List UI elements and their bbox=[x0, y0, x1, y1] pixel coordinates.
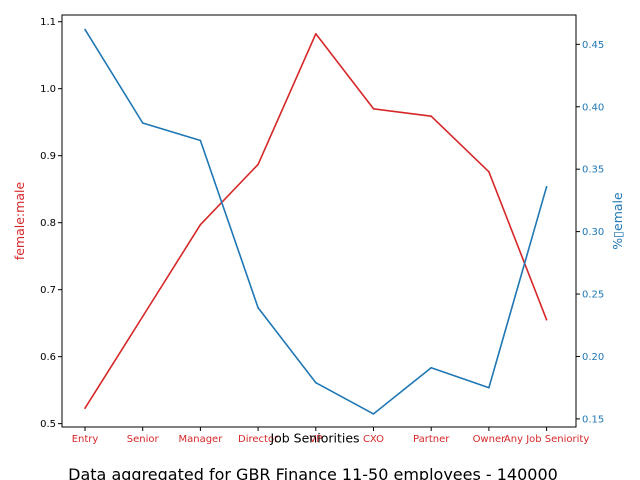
right-y-tick-label: 0.15 bbox=[582, 414, 604, 425]
chart-caption: Data aggregated for GBR Finance 11-50 em… bbox=[68, 465, 558, 480]
data-point bbox=[257, 163, 259, 166]
right-y-tick-label: 0.20 bbox=[582, 352, 604, 363]
left-y-tick-label: 0.5 bbox=[40, 419, 56, 430]
x-tick-label: Director bbox=[238, 434, 279, 445]
data-point bbox=[372, 413, 375, 415]
data-point bbox=[257, 307, 259, 309]
x-tick-label: Senior bbox=[127, 434, 160, 445]
right-y-tick-label: 0.40 bbox=[582, 102, 604, 113]
series-layer bbox=[84, 28, 548, 415]
left-y-tick-label: 1.0 bbox=[40, 84, 56, 95]
data-point bbox=[199, 139, 202, 142]
data-point bbox=[430, 366, 433, 369]
left-y-tick-label: 0.7 bbox=[40, 285, 56, 296]
x-tick-label: Any Job Seniority bbox=[504, 434, 589, 445]
left-y-tick-label: 0.9 bbox=[40, 151, 56, 162]
data-point bbox=[372, 108, 375, 110]
x-tick-label: Entry bbox=[72, 434, 99, 445]
right-y-tick-label: 0.30 bbox=[582, 227, 604, 238]
left-y-tick-label: 0.8 bbox=[40, 218, 56, 229]
data-point bbox=[545, 185, 548, 188]
data-point bbox=[488, 386, 490, 389]
x-tick-label: Owner bbox=[473, 434, 507, 445]
data-point bbox=[430, 115, 433, 117]
right-y-tick-label: 0.25 bbox=[582, 290, 604, 301]
data-point bbox=[141, 315, 144, 318]
plot-frame bbox=[61, 14, 577, 428]
x-tick-label: CXO bbox=[363, 434, 384, 445]
axes-layer: Entry Senior Manager Director VP CXO Partner Ow… bbox=[40, 17, 604, 445]
data-point bbox=[84, 28, 86, 31]
right-y-tick-label: 0.45 bbox=[582, 40, 604, 51]
data-point bbox=[141, 122, 144, 124]
x-axis-title: Job Seniorities bbox=[269, 431, 359, 446]
plot-area bbox=[62, 15, 576, 427]
data-point bbox=[488, 171, 490, 173]
x-tick-label: Manager bbox=[178, 434, 223, 445]
right-axis-title: %▯emale bbox=[610, 192, 625, 250]
left-axis-title: female:male bbox=[12, 182, 27, 261]
left-y-tick-label: 1.1 bbox=[40, 17, 56, 28]
data-point bbox=[315, 33, 317, 35]
data-point bbox=[84, 407, 86, 410]
right-y-tick-label: 0.35 bbox=[582, 165, 604, 176]
x-tick-label: Partner bbox=[413, 434, 450, 445]
data-point bbox=[545, 319, 548, 321]
data-point bbox=[199, 223, 202, 226]
data-point bbox=[315, 381, 317, 384]
x-tick-label: VP bbox=[309, 434, 322, 445]
left-y-tick-label: 0.6 bbox=[40, 352, 56, 363]
